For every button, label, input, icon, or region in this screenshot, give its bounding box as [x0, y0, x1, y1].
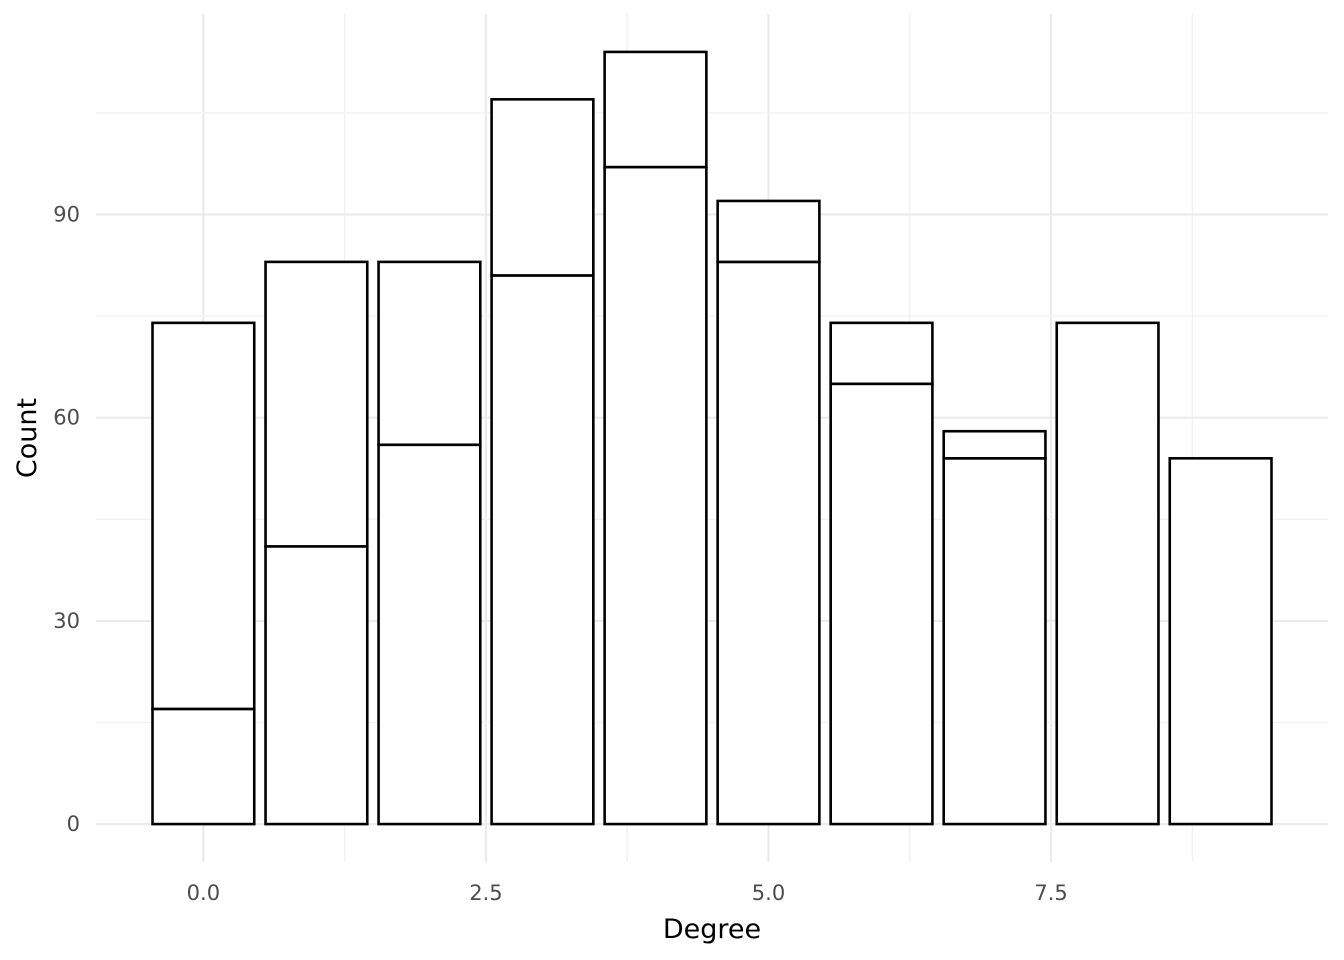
y-tick-label: 30	[53, 609, 80, 633]
bar-segment-lower	[151, 707, 256, 826]
bar-segment-upper	[716, 199, 821, 264]
bar-segment-upper	[829, 321, 934, 386]
bar-segment-upper	[942, 429, 1047, 460]
bar-group	[1168, 457, 1273, 826]
bar-segment-upper	[377, 260, 482, 447]
x-tick-label: 2.5	[469, 881, 502, 905]
bar-group	[377, 260, 482, 826]
x-tick-label: 0.0	[187, 881, 220, 905]
bar-group	[716, 199, 821, 826]
bar-group	[829, 321, 934, 826]
y-axis-ticks: 0 30 60 90	[53, 202, 80, 836]
bar-segment-lower	[942, 457, 1047, 826]
bar-segment-lower	[603, 165, 708, 826]
bar-segment-lower	[264, 545, 369, 826]
bar-group	[1055, 321, 1160, 826]
bar-segment-lower	[716, 260, 821, 826]
bar-segment-upper	[490, 98, 595, 277]
x-axis-ticks: 0.0 2.5 5.0 7.5	[187, 881, 1068, 905]
bar-segment-lower	[1168, 457, 1273, 826]
bar-segment-upper	[603, 50, 708, 169]
bar-segment-upper	[151, 321, 256, 711]
x-axis-title: Degree	[663, 914, 761, 945]
bar-group	[151, 321, 256, 826]
y-tick-label: 60	[53, 406, 80, 430]
x-tick-label: 7.5	[1034, 881, 1067, 905]
bar-segment-lower	[377, 443, 482, 826]
bar-segment-lower	[1055, 321, 1160, 826]
bar-segment-upper	[264, 260, 369, 548]
bar-group	[264, 260, 369, 826]
bar-group	[942, 429, 1047, 826]
x-tick-label: 5.0	[752, 881, 785, 905]
y-axis-title: Count	[12, 398, 43, 478]
y-tick-label: 90	[53, 202, 80, 226]
bar-segment-lower	[829, 382, 934, 826]
bar-segment-lower	[490, 274, 595, 826]
bar-group	[603, 50, 708, 826]
bar-group	[490, 98, 595, 826]
bars	[151, 50, 1273, 826]
y-tick-label: 0	[67, 812, 80, 836]
